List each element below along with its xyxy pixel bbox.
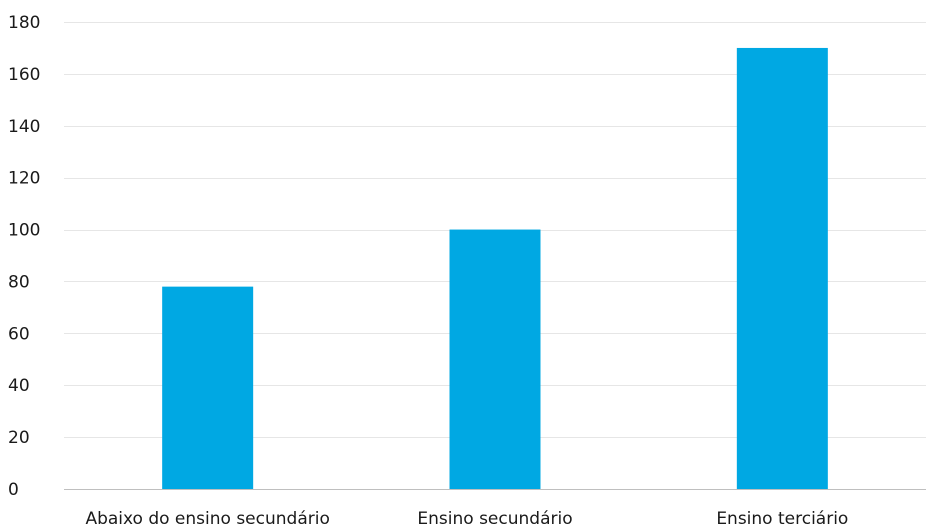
x-category-label: Ensino secundário (417, 509, 572, 526)
y-tick-label: 40 (8, 376, 30, 396)
y-tick-label: 20 (8, 428, 30, 448)
bars (162, 47, 828, 490)
y-tick-label: 80 (8, 272, 30, 292)
x-category-label: Abaixo do ensino secundário (85, 509, 329, 526)
y-tick-label: 60 (8, 324, 30, 344)
y-tick-label: 100 (8, 221, 40, 241)
y-tick-label: 160 (8, 65, 40, 85)
bar (162, 286, 254, 489)
y-axis-ticks: 0 20 40 60 80 100 120 140 160 180 (8, 13, 40, 500)
bar (736, 47, 828, 489)
x-axis-categories: Abaixo do ensino secundário Ensino secund… (85, 509, 848, 526)
bar (449, 229, 541, 490)
y-tick-label: 140 (8, 117, 40, 137)
y-tick-label: 180 (8, 13, 40, 33)
y-tick-label: 0 (8, 480, 19, 500)
x-category-label: Ensino terciário (716, 509, 848, 526)
y-tick-label: 120 (8, 169, 40, 189)
